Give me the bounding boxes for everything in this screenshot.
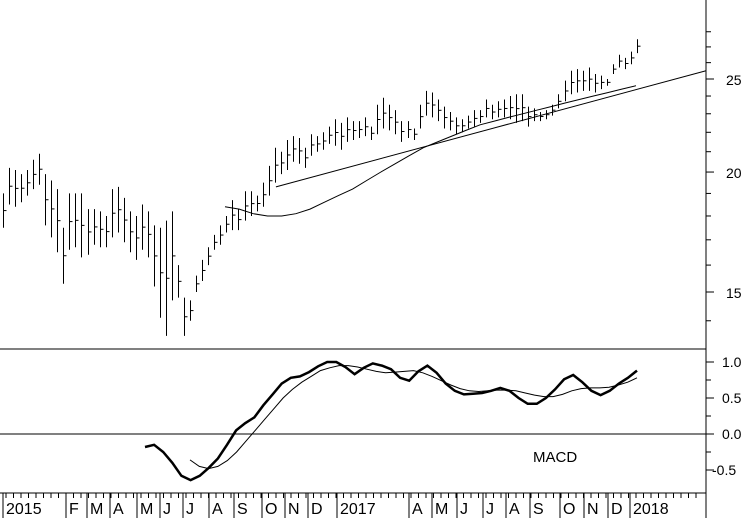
time-tick-label: D <box>311 501 323 518</box>
macd-tick-label: 0.0 <box>722 426 742 442</box>
time-tick-label: J <box>163 501 171 518</box>
time-tick-label: A <box>412 501 423 518</box>
time-axis: 2015 F M A M J J A S O N D 2017 A M J J A S O N D 2018 <box>2 493 697 518</box>
moving-average-line <box>224 85 637 217</box>
time-tick-label: F <box>69 501 79 518</box>
macd-title: MACD <box>533 449 577 466</box>
macd-tick-label: 0.5 <box>722 390 742 406</box>
price-tick-label: 20 <box>726 165 742 181</box>
time-tick-label: D <box>611 501 623 518</box>
time-tick-label: A <box>509 501 520 518</box>
macd-panel <box>0 360 706 482</box>
price-panel <box>3 39 707 336</box>
time-tick-label: M <box>90 501 103 518</box>
time-tick-label: N <box>288 501 300 518</box>
signal-line <box>189 365 638 470</box>
time-tick-label: O <box>563 501 575 518</box>
macd-tick-label: -0.5 <box>712 462 736 478</box>
time-tick-label: S <box>237 501 248 518</box>
time-tick-label: A <box>113 501 124 518</box>
time-tick-label: J <box>186 501 194 518</box>
time-tick-label: A <box>212 501 223 518</box>
macd-line <box>144 360 638 482</box>
time-tick-label: O <box>265 501 277 518</box>
time-tick-label: 2018 <box>633 501 669 518</box>
price-axis: 15 20 25 <box>706 31 742 322</box>
time-tick-label: 2017 <box>340 501 376 518</box>
time-tick-label: S <box>533 501 544 518</box>
price-tick-label: 15 <box>726 285 742 301</box>
time-tick-label: M <box>140 501 153 518</box>
time-tick-label: N <box>587 501 599 518</box>
time-tick-label: M <box>435 501 448 518</box>
time-tick-label: 2015 <box>6 501 42 518</box>
trendline <box>275 70 707 188</box>
time-tick-label: J <box>460 501 468 518</box>
chart-frame <box>0 0 707 518</box>
time-tick-label: J <box>486 501 494 518</box>
macd-tick-label: 1.0 <box>722 354 742 370</box>
macd-axis: -0.5 0.0 0.5 1.0 <box>706 354 742 478</box>
price-tick-label: 25 <box>726 72 742 88</box>
